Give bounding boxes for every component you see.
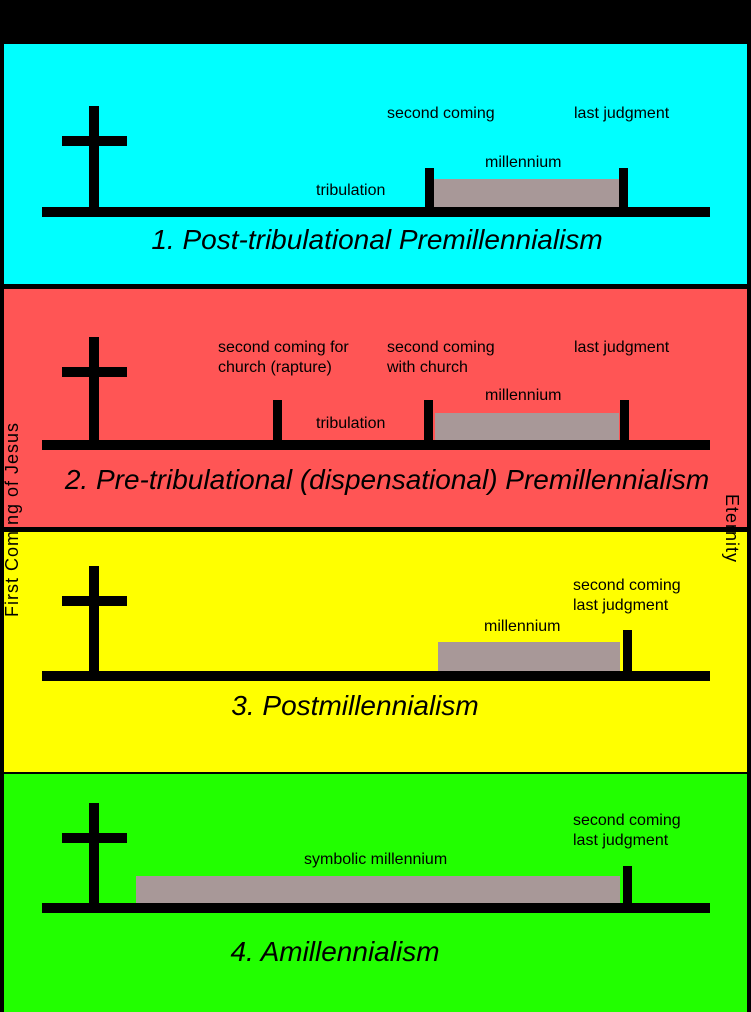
cross-beam [62,367,127,377]
label-second-coming-last-judgment: second coming last judgment [573,812,681,849]
label-last-judgment: last judgment [574,339,670,356]
label-second-coming-rapture: second coming for church (rapture) [218,339,349,376]
label-second-coming: second coming [387,105,495,122]
eternity-label: Eternity [722,494,742,564]
millennium-bar [438,642,620,671]
label-second-coming-last-judgment: second coming last judgment [573,577,681,614]
tick-second-coming-last-judgment [623,866,632,903]
timeline-bar [42,440,710,450]
label-second-coming-with-church: second coming with church [387,339,495,376]
panel-post-tribulational-premillennialism: second coming last judgment millennium t… [4,44,747,284]
panel-amillennialism: second coming last judgment symbolic mil… [4,774,747,1012]
label-tribulation: tribulation [316,182,386,199]
cross-vertical-bar [89,337,99,440]
cross-icon [62,106,127,207]
label-millennium: millennium [484,618,561,635]
timeline-bar [42,207,710,217]
cross-vertical-bar [89,803,99,903]
timeline-bar [42,903,710,913]
millennium-bar [434,179,619,207]
tick-last-judgment [619,168,628,207]
panel-postmillennialism: second coming last judgment millennium 3… [4,532,747,772]
cross-beam [62,136,127,146]
panel-title: 3. Postmillennialism [231,690,479,721]
label-last-judgment: last judgment [574,105,670,122]
tick-last-judgment [620,400,629,440]
cross-beam [62,833,127,843]
tick-second-coming-last-judgment [623,630,632,671]
symbolic-millennium-bar [136,876,620,903]
panel-title: 4. Amillennialism [230,936,440,967]
cross-beam [62,596,127,606]
label-symbolic-millennium: symbolic millennium [304,851,448,868]
panel-title: 1. Post-tribulational Premillennialism [151,224,603,255]
cross-vertical-bar [89,106,99,207]
tick-second-coming-with-church [424,400,433,440]
millennium-bar [435,413,619,440]
label-tribulation: tribulation [316,415,386,432]
tick-rapture [273,400,282,440]
tick-second-coming [425,168,434,207]
cross-vertical-bar [89,566,99,671]
label-millennium: millennium [485,154,562,171]
label-millennium: millennium [485,387,562,404]
first-coming-of-jesus-label: First Coming of Jesus [2,421,22,617]
panel-title: 2. Pre-tribulational (dispensational) Pr… [64,464,710,495]
panel-pre-tribulational-premillennialism: second coming for church (rapture) secon… [4,289,747,527]
cross-icon [62,337,127,440]
cross-icon [62,803,127,903]
timeline-bar [42,671,710,681]
cross-icon [62,566,127,671]
